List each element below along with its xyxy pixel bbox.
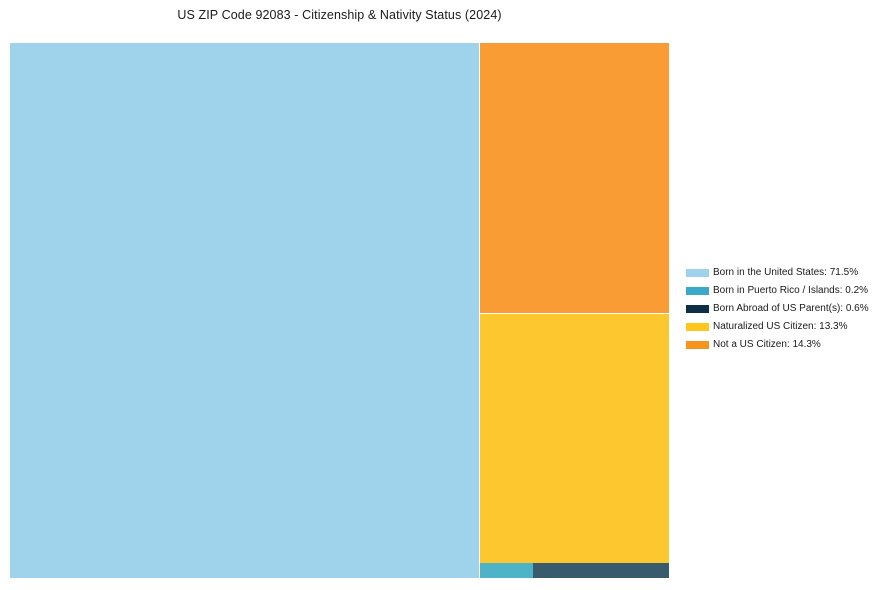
legend-item[interactable]: Naturalized US Citizen: 13.3%	[686, 318, 882, 336]
legend-item[interactable]: Born in the United States: 71.5%	[686, 264, 882, 282]
legend-swatch-icon	[686, 287, 709, 295]
legend-swatch-icon	[686, 341, 709, 349]
legend-swatch-icon	[686, 323, 709, 331]
treemap-tile[interactable]	[533, 563, 669, 578]
legend-item[interactable]: Born in Puerto Rico / Islands: 0.2%	[686, 282, 882, 300]
legend-item-label: Born in Puerto Rico / Islands: 0.2%	[713, 285, 869, 296]
treemap-tile[interactable]	[480, 43, 669, 313]
legend-item-label: Born in the United States: 71.5%	[713, 267, 859, 278]
legend-item[interactable]: Born Abroad of US Parent(s): 0.6%	[686, 300, 882, 318]
chart-legend: Born in the United States: 71.5% Born in …	[686, 264, 882, 354]
treemap-plot-area	[10, 43, 669, 578]
treemap-tile[interactable]	[480, 563, 533, 578]
legend-swatch-icon	[686, 305, 709, 313]
legend-swatch-icon	[686, 269, 709, 277]
chart-title: US ZIP Code 92083 - Citizenship & Nativi…	[177, 8, 502, 22]
treemap-tile[interactable]	[480, 314, 669, 563]
legend-item-label: Naturalized US Citizen: 13.3%	[713, 321, 848, 332]
legend-item-label: Born Abroad of US Parent(s): 0.6%	[713, 303, 869, 314]
treemap-tile[interactable]	[10, 43, 479, 578]
legend-item-label: Not a US Citizen: 14.3%	[713, 339, 821, 350]
legend-item[interactable]: Not a US Citizen: 14.3%	[686, 336, 882, 354]
